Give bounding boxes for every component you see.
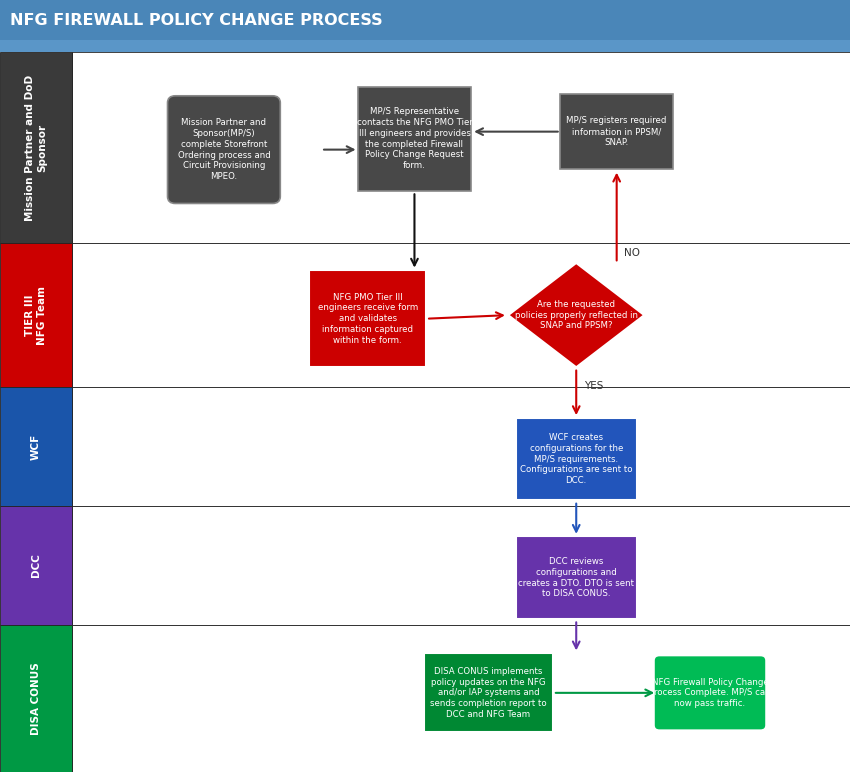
Text: NFG Firewall Policy Change
Process Complete. MP/S can
now pass traffic.: NFG Firewall Policy Change Process Compl… (649, 678, 771, 708)
Text: NFG FIREWALL POLICY CHANGE PROCESS: NFG FIREWALL POLICY CHANGE PROCESS (10, 12, 382, 28)
Text: NFG PMO Tier III
engineers receive form
and validates
information captured
withi: NFG PMO Tier III engineers receive form … (318, 293, 418, 345)
Text: Are the requested
policies properly reflected in
SNAP and PPSM?: Are the requested policies properly refl… (515, 300, 638, 330)
Text: Mission Partner and
Sponsor(MP/S)
complete Storefront
Ordering process and
Circu: Mission Partner and Sponsor(MP/S) comple… (178, 118, 270, 181)
Text: WCF creates
configurations for the
MP/S requirements.
Configurations are sent to: WCF creates configurations for the MP/S … (520, 433, 632, 485)
Bar (0, 243, 72, 387)
Bar (0, 387, 72, 506)
Polygon shape (508, 263, 644, 367)
Text: MP/S registers required
information in PPSM/
SNAP.: MP/S registers required information in P… (566, 117, 667, 147)
Text: TIER III
NFG Team: TIER III NFG Team (26, 286, 47, 344)
Text: DISA CONUS: DISA CONUS (31, 662, 41, 735)
Text: MP/S Representative
contacts the NFG PMO Tier
III engineers and provides
the com: MP/S Representative contacts the NFG PMO… (356, 107, 473, 170)
Bar (0, 506, 72, 625)
Bar (72, 506, 850, 625)
Bar (309, 270, 426, 367)
Bar (560, 94, 673, 169)
FancyBboxPatch shape (654, 655, 766, 730)
Bar (424, 653, 552, 733)
Bar (0, 52, 72, 243)
Bar (72, 625, 850, 772)
Bar (72, 243, 850, 387)
Bar (0, 625, 72, 772)
Text: Mission Partner and DoD
Sponsor: Mission Partner and DoD Sponsor (26, 75, 47, 221)
Text: DISA CONUS implements
policy updates on the NFG
and/or IAP systems and
sends com: DISA CONUS implements policy updates on … (430, 667, 547, 719)
Text: WCF: WCF (31, 433, 41, 459)
Bar (72, 387, 850, 506)
Text: YES: YES (584, 381, 604, 391)
Bar (516, 537, 637, 619)
FancyBboxPatch shape (167, 96, 280, 204)
Bar (0, 40, 850, 52)
Text: NO: NO (625, 248, 640, 258)
Bar (516, 418, 637, 500)
Text: DCC reviews
configurations and
creates a DTO. DTO is sent
to DISA CONUS.: DCC reviews configurations and creates a… (518, 557, 634, 598)
Bar (72, 52, 850, 243)
Bar (358, 86, 471, 191)
Text: DCC: DCC (31, 554, 41, 577)
Bar (0, 0, 850, 40)
